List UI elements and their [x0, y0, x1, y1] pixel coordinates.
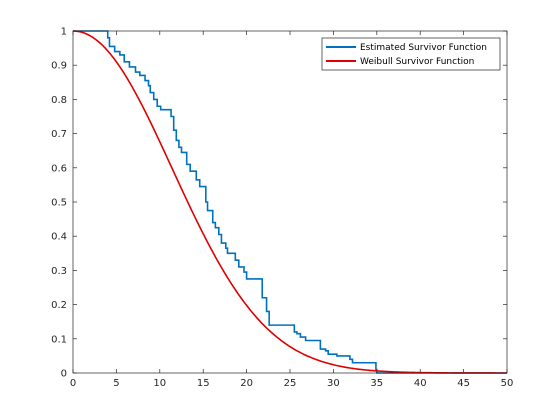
- y-tick-label: 0.3: [51, 266, 67, 277]
- axes-box: [72, 30, 508, 374]
- y-tick-label: 0.9: [51, 61, 67, 72]
- x-tick-label: 10: [153, 378, 166, 389]
- y-tick-label: 0.8: [51, 95, 67, 106]
- x-tick-label: 45: [457, 378, 470, 389]
- x-tick-label: 5: [113, 378, 119, 389]
- y-tick-label: 0.4: [51, 232, 67, 243]
- legend: Estimated Survivor Function Weibull Surv…: [321, 37, 501, 71]
- x-tick-label: 40: [414, 378, 427, 389]
- x-axis-ticks: 0 5 10 15 20 25 30 35 40 45 50: [70, 31, 514, 389]
- y-tick-label: 0.5: [51, 198, 67, 209]
- y-tick-label: 0.2: [51, 300, 67, 311]
- x-tick-label: 50: [501, 378, 514, 389]
- x-tick-label: 35: [370, 378, 383, 389]
- y-axis-ticks: 0 0.1 0.2 0.3 0.4 0.5 0.6 0.7 0.8 0.9 1: [51, 27, 507, 380]
- y-tick-label: 0.7: [51, 129, 67, 140]
- y-tick-label: 1: [61, 27, 67, 38]
- legend-box: [321, 37, 501, 71]
- y-tick-label: 0: [61, 369, 67, 380]
- x-tick-label: 0: [70, 378, 76, 389]
- x-tick-label: 25: [284, 378, 297, 389]
- y-tick-label: 0.1: [51, 334, 67, 345]
- legend-label-weibull: Weibull Survivor Function: [360, 57, 474, 67]
- y-tick-label: 0.6: [51, 163, 67, 174]
- x-tick-label: 30: [327, 378, 340, 389]
- legend-label-estimated: Estimated Survivor Function: [360, 43, 487, 53]
- x-tick-label: 15: [197, 378, 210, 389]
- x-tick-label: 20: [240, 378, 253, 389]
- estimated-survivor-line: [73, 30, 507, 374]
